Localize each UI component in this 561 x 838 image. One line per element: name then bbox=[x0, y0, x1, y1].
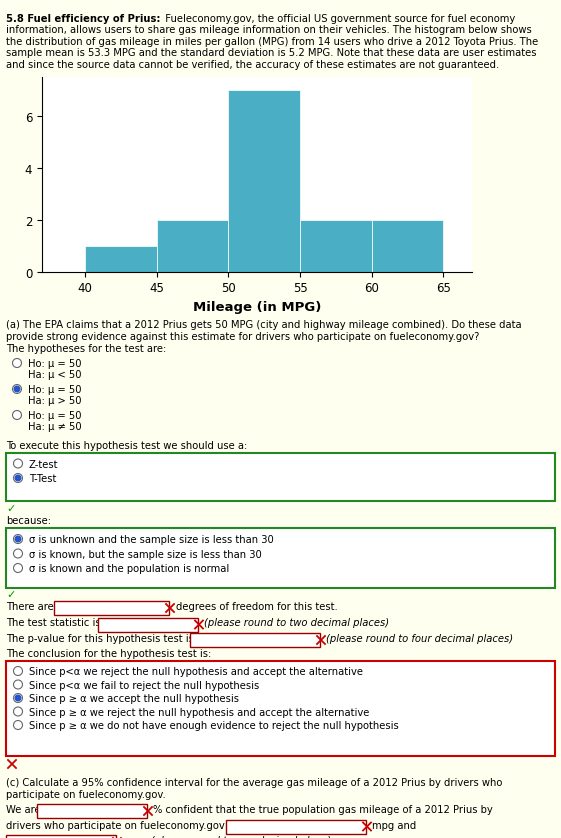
Text: σ is known, but the sample size is less than 30: σ is known, but the sample size is less … bbox=[29, 550, 262, 560]
Circle shape bbox=[13, 549, 22, 558]
Text: Ho: μ = 50: Ho: μ = 50 bbox=[28, 411, 81, 421]
Text: (c) Calculate a 95% confidence interval for the average gas mileage of a 2012 Pr: (c) Calculate a 95% confidence interval … bbox=[6, 778, 502, 788]
Text: Ho: μ = 50: Ho: μ = 50 bbox=[28, 385, 81, 395]
Text: drivers who participate on fueleconomy.gov is between: drivers who participate on fueleconomy.g… bbox=[6, 820, 282, 830]
Text: the distribution of gas mileage in miles per gallon (MPG) from 14 users who driv: the distribution of gas mileage in miles… bbox=[6, 37, 538, 47]
Circle shape bbox=[12, 359, 21, 368]
Text: % confident that the true population gas mileage of a 2012 Prius by: % confident that the true population gas… bbox=[153, 805, 493, 815]
Text: We are: We are bbox=[6, 805, 40, 815]
Circle shape bbox=[15, 475, 21, 481]
Text: The hypotheses for the test are:: The hypotheses for the test are: bbox=[6, 344, 166, 354]
Text: Ho: μ = 50: Ho: μ = 50 bbox=[28, 359, 81, 369]
Circle shape bbox=[13, 563, 22, 572]
Bar bbox=[190, 633, 320, 647]
Bar bbox=[228, 91, 300, 272]
Text: σ is unknown and the sample size is less than 30: σ is unknown and the sample size is less… bbox=[29, 535, 274, 545]
Bar bbox=[6, 453, 555, 501]
Bar bbox=[98, 618, 198, 632]
Text: mpg. (please round to one decimal place): mpg. (please round to one decimal place) bbox=[122, 836, 331, 838]
Bar bbox=[6, 528, 555, 588]
Text: Ha: μ > 50: Ha: μ > 50 bbox=[28, 396, 81, 406]
Text: Since p ≥ α we do not have enough evidence to reject the null hypothesis: Since p ≥ α we do not have enough eviden… bbox=[29, 721, 399, 731]
Circle shape bbox=[13, 721, 22, 730]
Bar bbox=[54, 601, 169, 615]
Circle shape bbox=[15, 696, 21, 701]
Circle shape bbox=[13, 459, 22, 468]
Text: Since p ≥ α we accept the null hypothesis: Since p ≥ α we accept the null hypothesi… bbox=[29, 694, 239, 704]
Bar bbox=[226, 820, 366, 834]
Text: Since p<α we reject the null hypothesis and accept the alternative: Since p<α we reject the null hypothesis … bbox=[29, 667, 363, 677]
Text: (please round to four decimal places): (please round to four decimal places) bbox=[326, 634, 513, 644]
Text: sample mean is 53.3 MPG and the standard deviation is 5.2 MPG. Note that these d: sample mean is 53.3 MPG and the standard… bbox=[6, 49, 536, 59]
Text: and since the source data cannot be verified, the accuracy of these estimates ar: and since the source data cannot be veri… bbox=[6, 60, 499, 70]
Text: Fueleconomy.gov, the official US government source for fuel economy: Fueleconomy.gov, the official US governm… bbox=[159, 14, 515, 24]
Text: information, allows users to share gas mileage information on their vehicles. Th: information, allows users to share gas m… bbox=[6, 25, 532, 35]
Circle shape bbox=[13, 535, 22, 544]
Text: participate on fueleconomy.gov.: participate on fueleconomy.gov. bbox=[6, 789, 165, 799]
Text: Since p ≥ α we reject the null hypothesis and accept the alternative: Since p ≥ α we reject the null hypothesi… bbox=[29, 707, 369, 717]
Circle shape bbox=[13, 694, 22, 702]
Text: Since p<α we fail to reject the null hypothesis: Since p<α we fail to reject the null hyp… bbox=[29, 680, 259, 691]
Text: degrees of freedom for this test.: degrees of freedom for this test. bbox=[176, 602, 338, 612]
Text: The p-value for this hypothesis test is:: The p-value for this hypothesis test is: bbox=[6, 634, 197, 644]
Bar bbox=[6, 661, 555, 756]
Text: (please round to two decimal places): (please round to two decimal places) bbox=[204, 618, 389, 628]
Text: (a) The EPA claims that a 2012 Prius gets 50 MPG (city and highway mileage combi: (a) The EPA claims that a 2012 Prius get… bbox=[6, 320, 522, 330]
Circle shape bbox=[13, 707, 22, 716]
Circle shape bbox=[13, 680, 22, 689]
Bar bbox=[157, 220, 228, 272]
Text: 5.8 Fuel efficiency of Prius:: 5.8 Fuel efficiency of Prius: bbox=[6, 14, 160, 24]
Circle shape bbox=[13, 666, 22, 675]
Circle shape bbox=[14, 386, 20, 392]
X-axis label: Mileage (in MPG): Mileage (in MPG) bbox=[193, 301, 321, 313]
Text: Ha: μ < 50: Ha: μ < 50 bbox=[28, 370, 81, 380]
Bar bbox=[85, 246, 157, 272]
Text: The conclusion for the hypothesis test is:: The conclusion for the hypothesis test i… bbox=[6, 649, 211, 659]
Text: provide strong evidence against this estimate for drivers who participate on fue: provide strong evidence against this est… bbox=[6, 332, 480, 342]
Bar bbox=[37, 804, 147, 818]
Circle shape bbox=[15, 536, 21, 542]
Text: Z-test: Z-test bbox=[29, 459, 58, 469]
Text: ✓: ✓ bbox=[6, 590, 15, 600]
Circle shape bbox=[12, 411, 21, 420]
Text: The test statistic is:: The test statistic is: bbox=[6, 618, 104, 628]
Bar bbox=[6, 835, 116, 838]
Text: T-Test: T-Test bbox=[29, 474, 56, 484]
Text: mpg and: mpg and bbox=[372, 820, 416, 830]
Circle shape bbox=[13, 473, 22, 483]
Text: To execute this hypothesis test we should use a:: To execute this hypothesis test we shoul… bbox=[6, 441, 247, 451]
Text: ✓: ✓ bbox=[6, 504, 15, 514]
Bar bbox=[300, 220, 372, 272]
Text: Ha: μ ≠ 50: Ha: μ ≠ 50 bbox=[28, 422, 81, 432]
Text: σ is known and the population is normal: σ is known and the population is normal bbox=[29, 564, 229, 574]
Bar bbox=[372, 220, 443, 272]
Text: because:: because: bbox=[6, 515, 51, 525]
Text: There are: There are bbox=[6, 602, 54, 612]
Circle shape bbox=[12, 385, 21, 394]
